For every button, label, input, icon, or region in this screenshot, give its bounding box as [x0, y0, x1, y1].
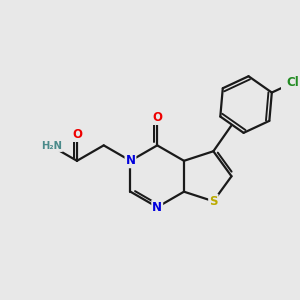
- Text: H: H: [47, 141, 56, 151]
- Text: O: O: [152, 111, 162, 124]
- Text: S: S: [209, 195, 218, 208]
- Text: Cl: Cl: [286, 76, 299, 89]
- Text: O: O: [72, 128, 82, 141]
- Text: H₂N: H₂N: [41, 141, 62, 151]
- Text: N: N: [125, 154, 136, 167]
- Text: N: N: [152, 201, 162, 214]
